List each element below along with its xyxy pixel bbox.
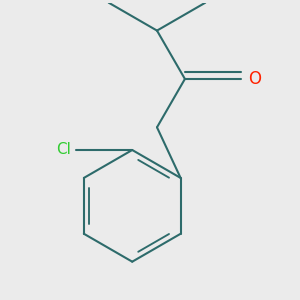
Text: Cl: Cl [56,142,71,158]
Text: O: O [248,70,261,88]
